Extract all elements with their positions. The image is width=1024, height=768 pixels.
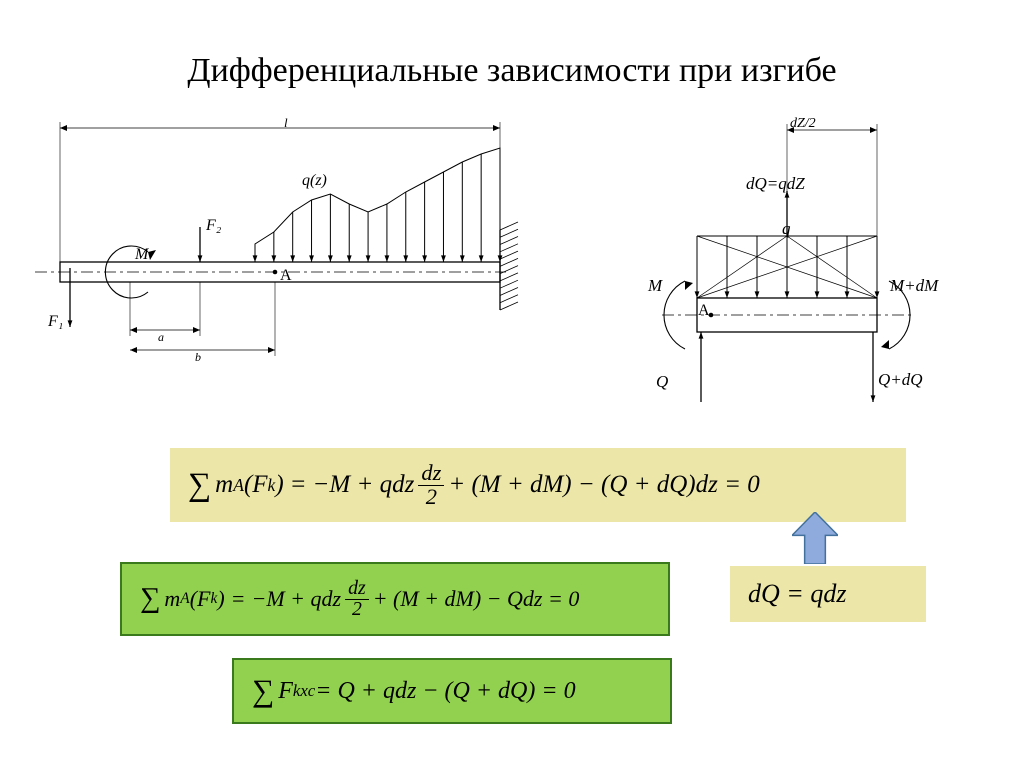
page-title: Дифференциальные зависимости при изгибе (0, 52, 1024, 90)
label-q: q (782, 219, 791, 239)
equation-moment-simplified: ∑ mA (Fk) = −M + qdz dz2 + (M + dM) − Qd… (120, 562, 670, 636)
sigma-icon: ∑ (188, 467, 211, 504)
label-M: M (135, 246, 148, 264)
label-qz: q(z) (302, 172, 327, 190)
label-dz2: dZ/2 (790, 116, 816, 132)
label-dQqdz: dQ=qdZ (746, 174, 805, 194)
left-beam-diagram (30, 110, 550, 370)
label-Q: Q (656, 372, 668, 392)
label-A-right: A (698, 302, 710, 320)
equation-dQ: dQ = qdz (730, 566, 926, 622)
label-F2: F₂ (206, 217, 221, 235)
label-QdQ: Q+dQ (878, 370, 923, 390)
sigma-icon: ∑ (252, 673, 274, 709)
label-M-right: M (648, 276, 662, 296)
equation-moment-full: ∑ mA (Fk) = −M + qdz dz2 + (M + dM) − (Q… (170, 448, 906, 522)
label-a: a (158, 330, 164, 345)
arrow-up-icon (792, 512, 838, 564)
label-MdM: M+dM (890, 276, 938, 296)
label-b: b (195, 350, 201, 365)
label-l: l (284, 115, 288, 131)
equation-force-sum: ∑ Fkxс = Q + qdz − (Q + dQ) = 0 (232, 658, 672, 724)
label-F1: F₁ (48, 313, 63, 331)
sigma-icon: ∑ (140, 583, 160, 615)
label-A-left: A (280, 267, 292, 285)
